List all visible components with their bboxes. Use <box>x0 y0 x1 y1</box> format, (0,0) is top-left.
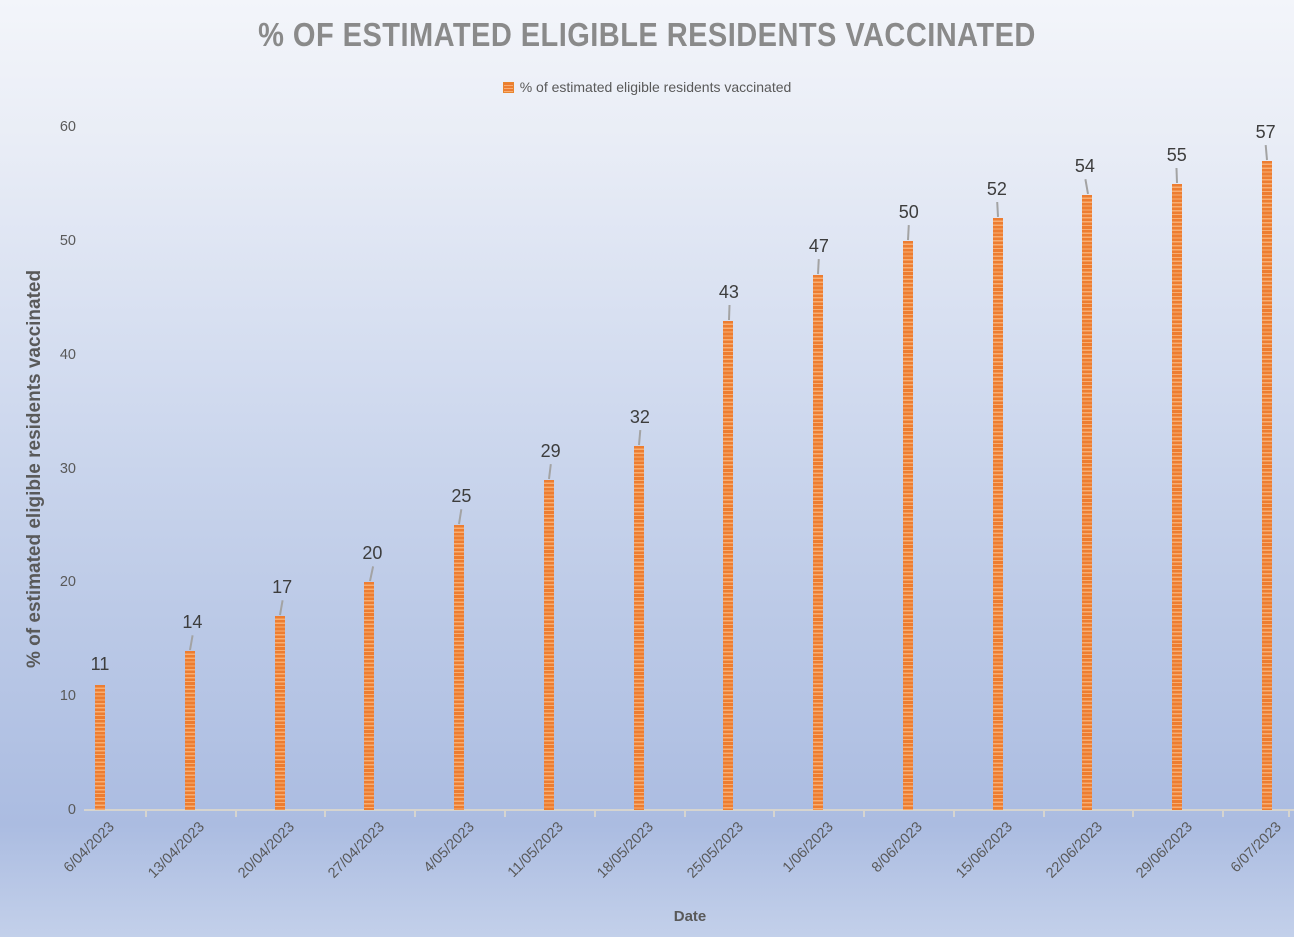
y-tick-label: 30 <box>59 460 76 477</box>
x-tick-label-text: 6/07/2023 <box>1228 819 1286 876</box>
y-tick-label: 50 <box>59 232 76 249</box>
data-label-leader-line <box>817 258 820 275</box>
bar-value-label: 52 <box>986 179 1007 200</box>
data-label-leader-line <box>189 634 194 650</box>
data-label-leader-line <box>637 429 641 445</box>
bar-value-label: 29 <box>540 440 561 461</box>
x-tick-label-text: 11/05/2023 <box>505 819 568 881</box>
x-axis-tick-mark <box>593 811 596 817</box>
x-axis-tick-mark <box>234 811 237 817</box>
x-axis-tick-mark <box>1042 811 1045 817</box>
x-axis-tick-mark <box>1132 811 1135 817</box>
data-label-leader-line <box>368 566 374 582</box>
x-axis-tick-mark <box>503 811 506 817</box>
x-axis-tick-mark <box>863 811 866 817</box>
data-label-leader-line <box>1175 167 1178 183</box>
x-axis-tick-mark <box>952 811 955 817</box>
y-tick-label: 60 <box>59 119 76 135</box>
x-axis-tick-mark <box>414 811 417 817</box>
data-label-leader-line <box>548 463 552 479</box>
bar <box>633 445 644 810</box>
x-tick-label-text: 25/05/2023 <box>684 819 747 882</box>
bar-value-label: 47 <box>808 235 829 256</box>
legend-label: % of estimated eligible residents vaccin… <box>519 79 792 95</box>
bar-value-label: 54 <box>1074 156 1095 177</box>
x-tick-label-text: 27/04/2023 <box>324 819 388 882</box>
x-tick-label-text: 29/06/2023 <box>1132 819 1196 882</box>
bar <box>1262 161 1272 810</box>
legend: % of estimated eligible residents vaccin… <box>0 79 1294 95</box>
bar <box>992 218 1003 810</box>
bar-value-label: 20 <box>362 543 383 564</box>
bar <box>813 274 824 810</box>
bar <box>723 320 734 810</box>
x-axis-title: Date <box>673 908 707 925</box>
data-label-leader-line <box>996 202 999 218</box>
chart-title: % OF ESTIMATED ELIGIBLE RESIDENTS VACCIN… <box>258 16 1036 53</box>
x-tick-label-text: 6/04/2023 <box>61 819 119 876</box>
x-tick-label-text: 4/05/2023 <box>420 819 478 876</box>
x-axis-tick-mark <box>144 811 147 817</box>
x-tick-label-text: 22/06/2023 <box>1043 819 1106 882</box>
bar <box>364 582 375 810</box>
x-tick-label-text: 8/06/2023 <box>869 819 927 876</box>
y-tick-label: 0 <box>67 802 76 818</box>
legend-marker-icon <box>502 81 514 93</box>
x-axis-tick-mark <box>683 811 686 817</box>
y-tick-label: 10 <box>59 688 76 705</box>
data-label-leader-line <box>1264 145 1268 161</box>
bar-value-label: 32 <box>629 406 650 427</box>
bar-value-label: 43 <box>718 281 739 302</box>
bar-value-label: 57 <box>1255 122 1276 143</box>
x-axis-line <box>84 809 1294 811</box>
bar-value-label: 50 <box>898 201 919 222</box>
bar-value-label: 55 <box>1166 144 1187 165</box>
bar-value-label: 25 <box>451 486 472 507</box>
y-tick-label: 40 <box>59 346 76 363</box>
bar <box>454 525 465 810</box>
bar <box>95 684 105 810</box>
bar-value-label: 11 <box>90 653 110 674</box>
data-label-leader-line <box>278 600 283 616</box>
x-tick-label-text: 18/05/2023 <box>594 819 657 882</box>
x-axis-tick-mark <box>1288 811 1290 817</box>
bar <box>543 479 554 810</box>
bar <box>1082 195 1093 810</box>
x-tick-label-text: 20/04/2023 <box>235 819 298 882</box>
bar-value-label: 17 <box>272 577 293 598</box>
y-tick-label: 20 <box>59 574 76 591</box>
data-label-leader-line <box>727 304 730 320</box>
data-label-leader-line <box>907 224 910 240</box>
data-label-leader-line <box>1084 179 1089 195</box>
bar <box>1172 183 1183 810</box>
data-label-leader-line <box>458 509 463 525</box>
bar <box>274 616 285 810</box>
bar <box>184 650 195 810</box>
x-axis-tick-mark <box>1222 811 1225 817</box>
x-tick-label-text: 1/06/2023 <box>779 819 837 876</box>
bar-value-label: 14 <box>182 611 203 632</box>
x-axis-tick-mark <box>324 811 327 817</box>
x-tick-label-text: 15/06/2023 <box>953 819 1017 882</box>
x-tick-label-text: 13/04/2023 <box>145 819 209 882</box>
bar <box>902 240 913 810</box>
x-axis-tick-mark <box>773 811 776 817</box>
